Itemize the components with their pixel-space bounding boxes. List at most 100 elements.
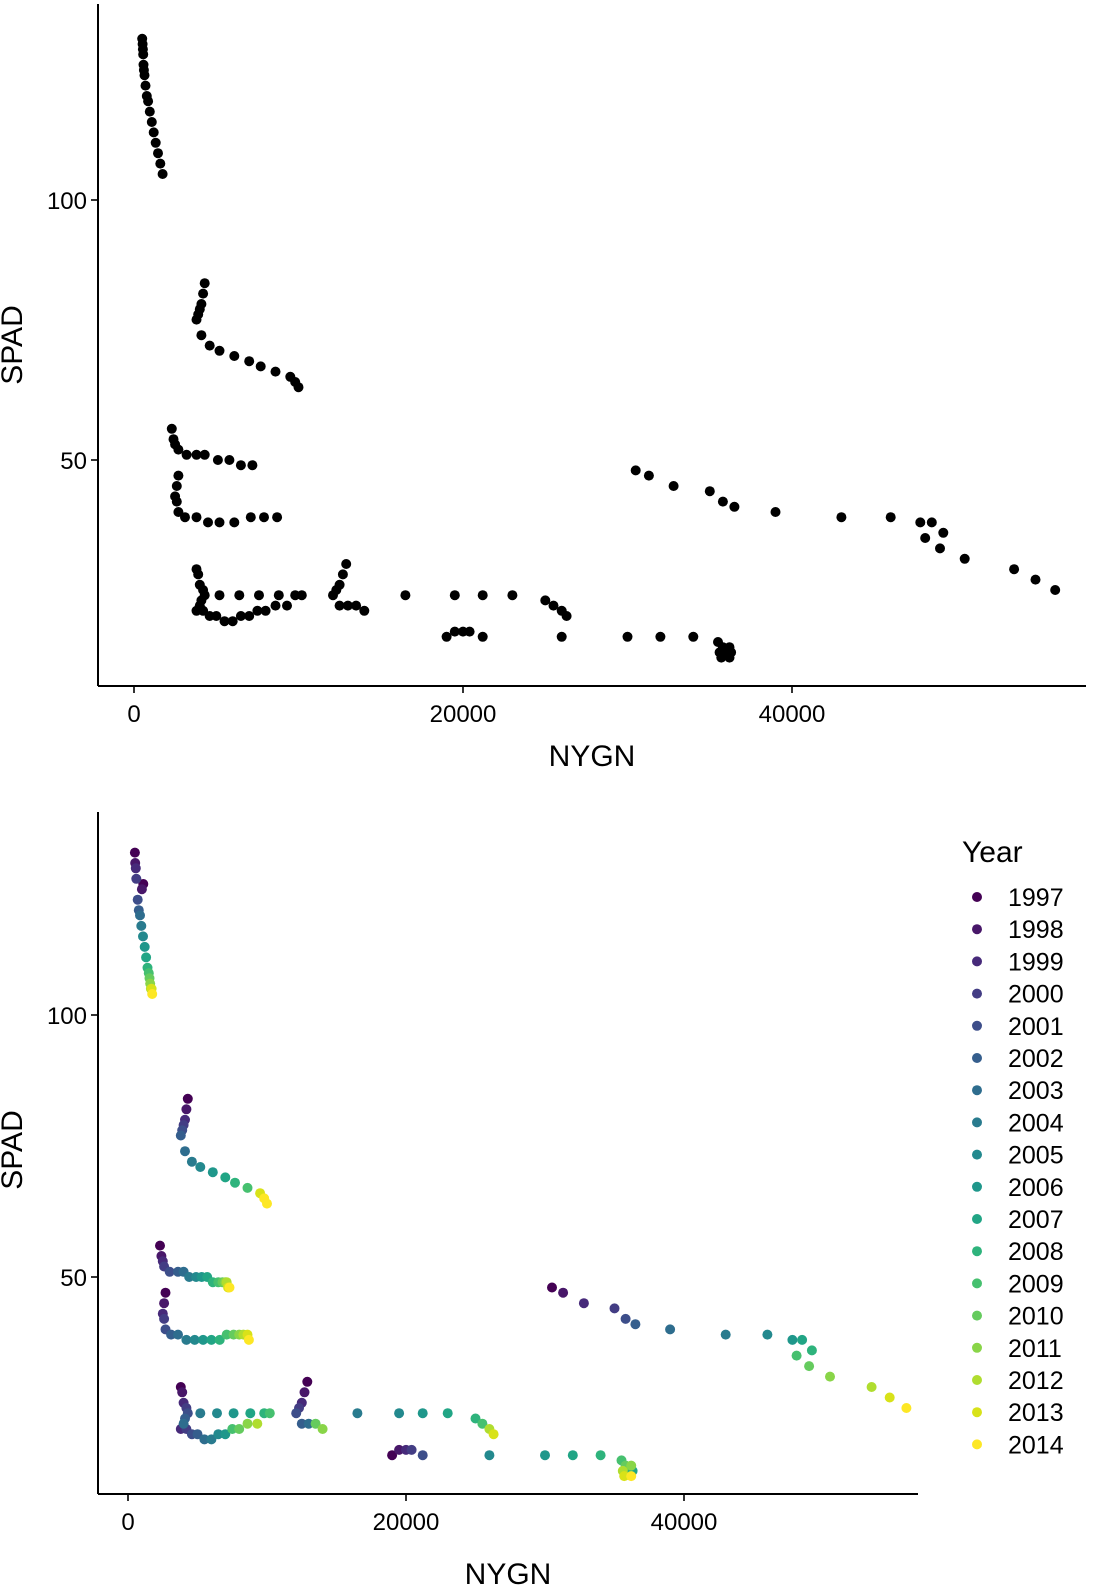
data-point-2001	[417, 1450, 428, 1461]
data-point	[247, 460, 258, 471]
data-point-2005	[195, 1162, 206, 1172]
data-point	[255, 361, 266, 372]
data-point	[548, 600, 559, 611]
data-point	[214, 590, 225, 601]
data-point	[214, 517, 225, 528]
data-point-2006	[198, 1334, 209, 1345]
data-point-2007	[567, 1450, 578, 1461]
legend-label-2007: 2007	[1008, 1206, 1064, 1234]
data-point	[211, 611, 222, 621]
legend-items: 1997 1998 1999 2000 2001 2002 2003 2004 2005 2006…	[972, 884, 1064, 1459]
data-point-2013	[488, 1429, 499, 1440]
data-point	[224, 455, 235, 465]
data-point	[270, 366, 281, 377]
data-point-1997	[155, 1240, 165, 1251]
data-point	[1009, 564, 1020, 575]
data-point	[166, 423, 177, 434]
data-point-2004	[184, 1272, 195, 1282]
data-point	[915, 517, 926, 528]
data-point	[171, 496, 182, 507]
data-point	[143, 96, 154, 107]
bottom-y-tick-label-100: 100	[47, 1003, 87, 1030]
legend-label-1997: 1997	[1008, 884, 1064, 912]
data-point	[173, 470, 184, 481]
data-point	[920, 533, 931, 543]
legend-label-2010: 2010	[1008, 1303, 1064, 1331]
data-point-2002	[630, 1319, 641, 1330]
data-point	[229, 517, 240, 528]
legend-swatch-2000	[972, 988, 982, 999]
data-point	[171, 481, 182, 491]
data-point-2011	[242, 1418, 253, 1429]
data-point	[351, 600, 362, 611]
legend-label-2013: 2013	[1008, 1399, 1064, 1427]
data-point	[244, 356, 255, 367]
data-point-2012	[866, 1382, 877, 1392]
data-point-2007	[245, 1408, 256, 1419]
top-points	[137, 33, 1061, 663]
data-point	[729, 501, 740, 512]
legend-label-2012: 2012	[1008, 1367, 1064, 1395]
data-point-2004	[195, 1408, 206, 1419]
data-point	[234, 590, 245, 601]
data-point-1999	[130, 863, 141, 874]
data-point-1997	[129, 847, 140, 858]
data-point	[668, 481, 679, 491]
data-point	[252, 605, 263, 616]
data-point	[235, 611, 246, 621]
top-x-tick-label-0: 0	[127, 701, 140, 728]
data-point	[150, 137, 161, 148]
legend-swatch-2014	[972, 1439, 982, 1450]
data-point-2011	[825, 1371, 835, 1382]
legend-swatch-2007	[972, 1214, 982, 1224]
top-x-axis-title: NYGN	[549, 740, 636, 773]
data-point-2014	[243, 1334, 254, 1345]
data-point-1997	[302, 1376, 313, 1387]
data-point-2002	[296, 1418, 307, 1429]
data-point	[173, 444, 184, 455]
data-point-2009	[791, 1350, 802, 1361]
data-point	[180, 512, 190, 523]
data-point-2014	[224, 1282, 235, 1293]
data-point-2001	[164, 1266, 175, 1277]
data-point-2003	[199, 1434, 210, 1445]
data-point	[556, 631, 567, 642]
legend: Year 1997 1998 1999 2000 2001 2002 2003 2004 200…	[962, 836, 1064, 1459]
data-point	[704, 486, 715, 497]
data-point-2013	[619, 1471, 630, 1482]
data-point-1997	[387, 1450, 398, 1461]
data-point	[204, 340, 215, 351]
data-point-2001	[620, 1313, 631, 1324]
data-point	[191, 314, 202, 325]
data-point	[770, 507, 781, 517]
data-point	[885, 512, 896, 523]
data-point	[935, 543, 945, 554]
data-point-2002	[166, 1329, 177, 1340]
data-point-2014	[262, 1198, 272, 1209]
legend-swatch-2009	[972, 1278, 982, 1289]
data-point	[138, 49, 149, 60]
data-point-1998	[177, 1387, 188, 1398]
legend-label-2005: 2005	[1008, 1142, 1064, 1170]
data-point	[146, 117, 157, 127]
top-y-tick-label-100: 100	[47, 188, 87, 215]
data-point-2010	[234, 1424, 245, 1434]
legend-label-2000: 2000	[1008, 981, 1064, 1009]
data-point-2005	[189, 1334, 200, 1345]
data-point-2010	[310, 1418, 321, 1429]
legend-label-2001: 2001	[1008, 1013, 1064, 1041]
legend-label-2011: 2011	[1008, 1335, 1062, 1363]
legend-swatch-1998	[972, 924, 982, 935]
bottom-y-tick-label-50: 50	[60, 1265, 87, 1292]
data-point-2006	[139, 941, 150, 952]
legend-swatch-2011	[972, 1342, 982, 1353]
data-point-2005	[762, 1329, 773, 1340]
data-point	[655, 631, 666, 642]
data-point-1998	[159, 1298, 170, 1309]
data-point-2014	[626, 1471, 637, 1482]
data-point-1998	[136, 884, 147, 895]
data-point	[155, 158, 166, 169]
data-point-2003	[665, 1324, 676, 1335]
legend-swatch-1997	[972, 892, 982, 902]
data-point	[959, 553, 970, 564]
